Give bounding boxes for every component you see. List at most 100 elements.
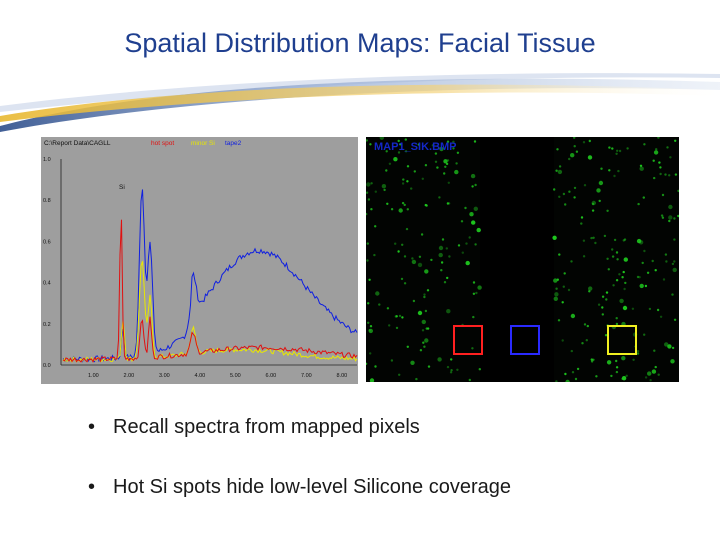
map-pixel: [611, 255, 615, 258]
map-pixel: [651, 369, 657, 374]
map-pixel: [568, 190, 571, 193]
map-pixel: [655, 148, 658, 151]
map-pixel: [438, 196, 441, 199]
map-pixel: [570, 153, 575, 158]
map-pixel: [478, 368, 481, 371]
map-pixel: [436, 166, 439, 169]
map-pixel: [421, 177, 424, 180]
map-pixel: [404, 138, 407, 141]
map-pixel: [571, 371, 575, 374]
map-pixel: [669, 156, 672, 159]
map-pixel: [472, 281, 476, 284]
map-pixel: [673, 260, 676, 263]
map-pixel: [423, 295, 426, 299]
map-pixel: [398, 373, 401, 376]
map-pixel: [401, 201, 405, 205]
spectrum-trace-minor-si: [62, 261, 358, 363]
map-pixel: [423, 345, 426, 348]
map-pixel: [653, 349, 656, 352]
map-pixel: [665, 260, 668, 263]
map-pixel: [474, 183, 477, 187]
map-pixel: [649, 379, 652, 382]
map-pixel: [664, 173, 667, 176]
map-pixel: [440, 261, 444, 264]
x-tick-label: 4.00: [195, 373, 206, 379]
map-pixel: [449, 371, 453, 374]
y-tick-label: 0.8: [43, 198, 51, 204]
map-pixel: [460, 220, 464, 223]
map-pixel: [419, 349, 423, 352]
map-pixel: [597, 303, 601, 306]
map-pixel: [424, 164, 428, 167]
map-pixel: [610, 374, 613, 378]
map-pixel: [422, 341, 425, 344]
map-pixel: [576, 367, 580, 371]
map-pixel: [455, 162, 458, 165]
map-pixel: [374, 365, 377, 368]
map-pixel: [639, 283, 644, 289]
map-pixel: [671, 346, 675, 350]
map-pixel: [366, 191, 369, 194]
map-pixel: [450, 358, 453, 361]
map-pixel: [437, 357, 442, 362]
map-pixel: [573, 145, 576, 148]
spectrum-trace-hot-spot: [62, 219, 358, 363]
spectrum-trace-tape2: [62, 189, 358, 363]
map-pixel: [555, 169, 558, 172]
map-pixel: [385, 150, 388, 153]
map-pixel: [366, 242, 369, 245]
map-pixel: [670, 359, 675, 364]
map-pixel: [570, 313, 576, 319]
map-pixel: [476, 227, 481, 233]
map-pixel: [636, 275, 640, 279]
map-pixel: [446, 159, 450, 162]
map-pixel: [583, 323, 587, 326]
map-pixel: [595, 375, 598, 378]
map-pixel: [403, 203, 406, 207]
map-pixel: [615, 279, 619, 282]
map-pixel: [624, 281, 627, 285]
map-pixel: [561, 301, 564, 304]
x-tick-label: 8.00: [337, 373, 348, 379]
map-pixel: [457, 244, 461, 247]
map-pixel: [423, 293, 426, 296]
map-pixel: [673, 217, 676, 220]
spectrum-chart: C:\Report Data\CAGLL hot spot minor Si t…: [41, 137, 358, 384]
map-pixel: [454, 169, 459, 175]
x-tick-label: 7.00: [301, 373, 312, 379]
map-pixel: [653, 176, 656, 180]
y-tick-label: 0.4: [43, 281, 51, 287]
map-pixel: [403, 282, 407, 285]
map-pixel: [573, 137, 576, 139]
map-pixel: [641, 261, 644, 265]
map-pixel: [553, 296, 558, 301]
map-pixel: [395, 326, 399, 330]
map-pixel: [636, 238, 642, 244]
map-pixel: [667, 344, 672, 349]
map-pixel: [598, 199, 601, 203]
map-pixel: [617, 169, 620, 173]
map-pixel: [606, 209, 609, 212]
bullet-item: • Hot Si spots hide low-level Silicone co…: [88, 476, 511, 498]
map-pixel: [446, 202, 450, 205]
map-pixel: [369, 325, 373, 328]
map-pixel: [598, 180, 604, 186]
map-pixel: [558, 165, 562, 168]
map-pixel: [621, 356, 626, 361]
map-pixel: [607, 268, 610, 271]
map-pixel: [438, 245, 444, 251]
map-pixel: [615, 251, 619, 254]
map-pixel: [438, 252, 443, 258]
map-pixel: [671, 262, 675, 266]
map-pixel: [473, 140, 477, 143]
map-pixel: [441, 238, 445, 241]
map-pixel: [381, 184, 387, 189]
map-pixel: [613, 174, 616, 178]
map-pixel: [591, 200, 596, 206]
map-pixel: [561, 339, 564, 342]
map-pixel: [564, 203, 567, 206]
map-pixel: [373, 253, 376, 257]
map-pixel: [367, 321, 370, 324]
map-pixel: [370, 182, 373, 185]
map-pixel: [446, 140, 450, 143]
